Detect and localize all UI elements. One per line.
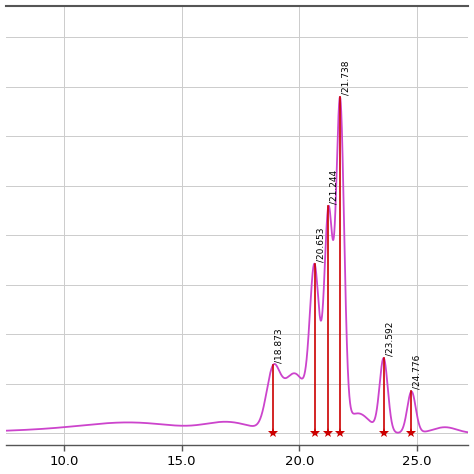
Text: /23.592: /23.592 xyxy=(385,322,394,356)
Text: /21.244: /21.244 xyxy=(330,170,339,204)
Text: /20.653: /20.653 xyxy=(316,228,325,262)
Text: /21.738: /21.738 xyxy=(341,61,350,95)
Text: /24.776: /24.776 xyxy=(413,355,422,390)
Text: /18.873: /18.873 xyxy=(274,329,283,364)
